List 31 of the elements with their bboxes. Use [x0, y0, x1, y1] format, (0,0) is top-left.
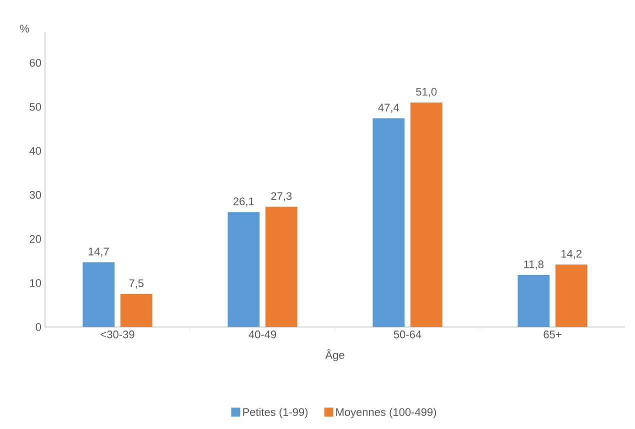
data-label: 26,1 [233, 197, 254, 207]
legend-label: Petites (1-99) [243, 408, 308, 418]
data-label: 14,7 [88, 248, 109, 257]
data-label: 11,8 [524, 260, 544, 270]
x-tick-label: 40-49 [248, 330, 276, 338]
x-tick-label: <30-39 [100, 330, 134, 338]
y-tick-label: 40 [29, 147, 42, 155]
bar [555, 264, 588, 327]
data-label: 14,2 [561, 250, 582, 259]
data-label: 27,3 [271, 192, 292, 202]
bar [518, 275, 550, 327]
data-label: 7,5 [129, 279, 144, 288]
x-tick-label: 65+ [544, 330, 562, 338]
bar [265, 206, 298, 327]
legend-label: Moyennes (100-499) [336, 408, 436, 418]
bar [410, 102, 442, 327]
y-tick-label: 60 [30, 58, 42, 67]
y-tick-label: 30 [30, 191, 42, 199]
y-tick-label: 20 [30, 235, 42, 243]
y-tick-label: 0 [36, 323, 42, 331]
bar [120, 294, 152, 327]
data-label: 47,4 [378, 104, 400, 113]
bar [372, 118, 405, 327]
data-label: 51,0 [416, 88, 437, 97]
y-tick-label: 50 [30, 102, 42, 111]
bar [228, 212, 260, 327]
y-tick-label: 10 [30, 279, 42, 287]
x-tick-label: 50-64 [394, 330, 422, 338]
x-axis-title: Âge [325, 349, 344, 362]
y-axis-title: % [20, 24, 30, 32]
bar [82, 262, 115, 327]
